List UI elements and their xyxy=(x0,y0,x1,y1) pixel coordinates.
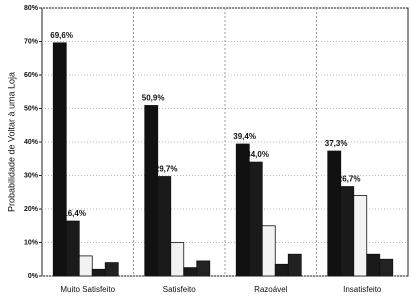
value-label: 69,6% xyxy=(50,31,73,40)
bar xyxy=(157,176,172,277)
x-tick-label: Insatisfeito xyxy=(343,285,382,294)
value-label: 26,7% xyxy=(338,175,361,184)
value-label: 50,9% xyxy=(142,94,165,103)
bar xyxy=(248,161,263,277)
bar xyxy=(327,150,342,277)
y-tick-label: 50% xyxy=(24,105,39,112)
x-tick-label: Razoável xyxy=(254,285,288,294)
value-label: 37,3% xyxy=(325,139,348,148)
value-label: 34,0% xyxy=(246,150,269,159)
y-tick-label: 20% xyxy=(24,206,39,213)
bar xyxy=(287,253,302,277)
bar xyxy=(261,225,276,277)
bar xyxy=(144,105,159,277)
bar xyxy=(78,255,93,277)
bar xyxy=(235,143,250,277)
y-tick-label: 0% xyxy=(28,273,39,280)
bar xyxy=(274,263,289,277)
bar xyxy=(170,242,185,277)
bar xyxy=(65,220,80,277)
value-label: 16,4% xyxy=(63,209,86,218)
y-tick-label: 30% xyxy=(24,172,39,179)
y-tick-label: 80% xyxy=(24,5,39,12)
bar xyxy=(340,186,355,277)
bar xyxy=(52,42,67,277)
bar xyxy=(183,267,198,277)
bar xyxy=(353,195,368,277)
value-label: 29,7% xyxy=(155,165,178,174)
x-tick-label: Muito Satisfeito xyxy=(60,285,115,294)
y-axis-label: Probabilidade de Voltar à uma Loja xyxy=(6,72,16,212)
bar xyxy=(196,260,211,277)
y-tick-label: 40% xyxy=(24,139,39,146)
y-tick-label: 70% xyxy=(24,38,39,45)
y-tick-label: 60% xyxy=(24,72,39,79)
y-tick-label: 10% xyxy=(24,239,39,246)
x-tick-label: Satisfeito xyxy=(163,285,196,294)
bar xyxy=(379,258,394,277)
bar xyxy=(366,253,381,277)
bar xyxy=(91,268,106,277)
bar xyxy=(104,262,119,277)
value-label: 39,4% xyxy=(233,132,256,141)
